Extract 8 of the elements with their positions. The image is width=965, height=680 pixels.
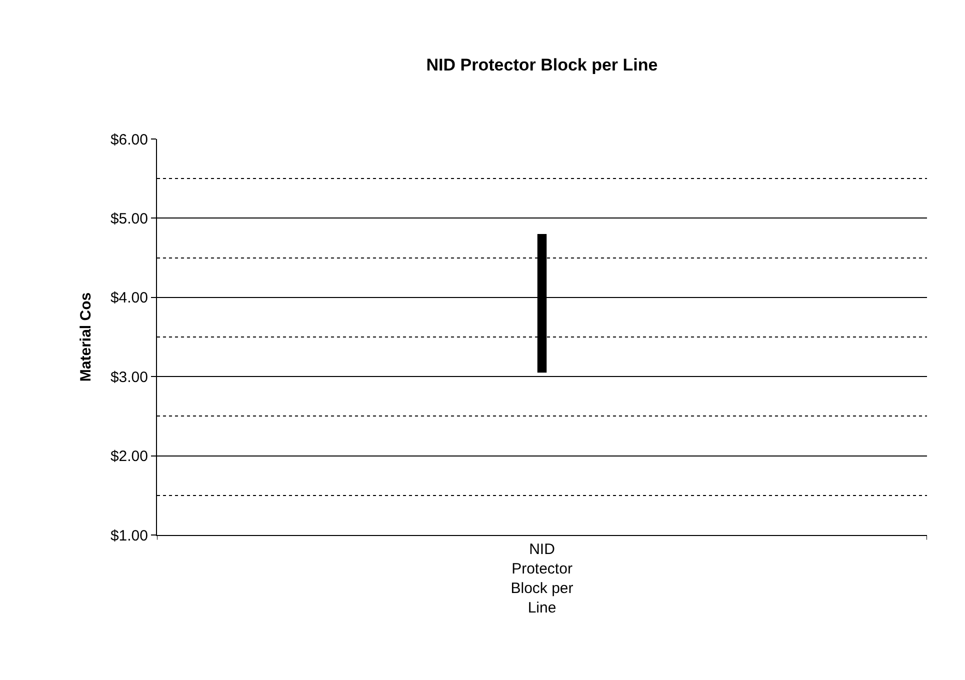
chart-title: NID Protector Block per Line (426, 56, 658, 75)
y-tick-label: $5.00 (110, 210, 148, 228)
y-tick-label: $6.00 (110, 131, 148, 148)
y-tick-label: $1.00 (110, 527, 148, 544)
y-tick-label: $3.00 (110, 368, 148, 386)
y-tick-label: $2.00 (110, 448, 148, 466)
y-tick-label: $4.00 (110, 290, 148, 307)
y-axis-title: Material Cos (78, 292, 95, 382)
